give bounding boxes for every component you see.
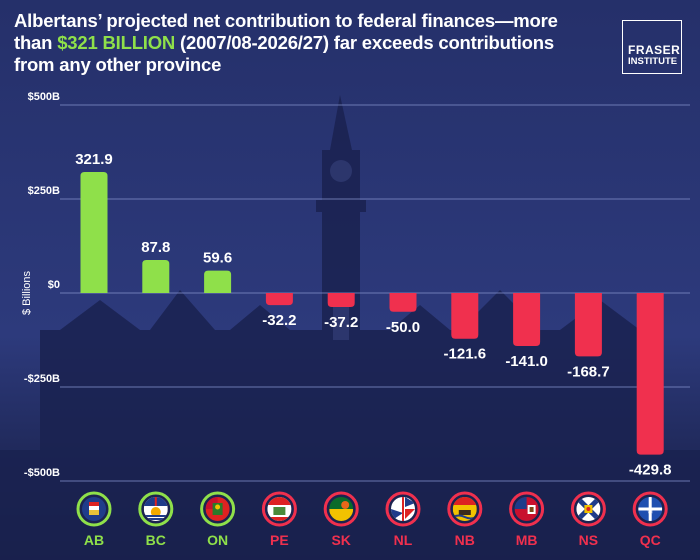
nova-scotia-flag-icon [570,491,606,527]
y-tick-label: -$500B [24,467,60,479]
saskatchewan-flag-icon [323,491,359,527]
alberta-flag-icon [76,491,112,527]
y-tick-label: $500B [28,91,60,103]
y-axis-title: $ Billions [21,270,33,315]
value-label: 87.8 [141,239,170,256]
value-label: -121.6 [444,346,487,363]
category-label: ON [207,532,228,548]
bar-nb [451,293,479,339]
new-brunswick-flag-icon [447,491,483,527]
category-label: BC [146,532,166,548]
pei-flag-icon [261,491,297,527]
title-text-start: Albertans’ projected net contribution to… [14,10,558,53]
bar-ns [574,293,602,357]
value-label: -168.7 [567,363,610,380]
bar-mb [513,293,541,347]
bar-on [204,270,232,293]
category-label: NB [455,532,475,548]
category-label: NL [394,532,413,548]
bar-nl [389,293,417,312]
logo-line-2: INSTITUTE [628,56,678,67]
value-label: -429.8 [629,462,672,479]
bar-sk [327,293,355,307]
ontario-flag-icon [200,491,236,527]
value-label: -32.2 [262,312,296,329]
quebec-flag-icon: ⚜ [632,491,668,527]
newfoundland-flag-icon [385,491,421,527]
value-label: 59.6 [203,250,232,267]
value-label: -141.0 [505,353,548,370]
bar-qc [636,293,664,455]
category-label: NS [579,532,598,548]
bar-ab [80,171,108,293]
category-label: SK [331,532,350,548]
svg-text:⚜: ⚜ [645,503,656,517]
logo-line-1: FRASER [628,43,681,57]
chart-title: Albertans’ projected net contribution to… [14,10,584,76]
category-label: MB [516,532,538,548]
y-tick-label: $0 [48,279,60,291]
british-columbia-flag-icon [138,491,174,527]
title-highlight: $321 BILLION [57,32,176,53]
title-text-end: (2007/08-2026/27) far exceeds contributi… [14,32,554,75]
manitoba-flag-icon [509,491,545,527]
category-label: QC [640,532,661,548]
category-label: PE [270,532,289,548]
y-tick-label: -$250B [24,373,60,385]
category-label: AB [84,532,104,548]
bar-pe [265,293,293,306]
value-label: -37.2 [324,314,358,331]
value-label: 321.9 [75,151,113,168]
y-tick-label: $250B [28,185,60,197]
value-label: -50.0 [386,319,420,336]
bar-bc [142,259,170,293]
fraser-institute-logo: FRASER INSTITUTE [622,20,682,74]
